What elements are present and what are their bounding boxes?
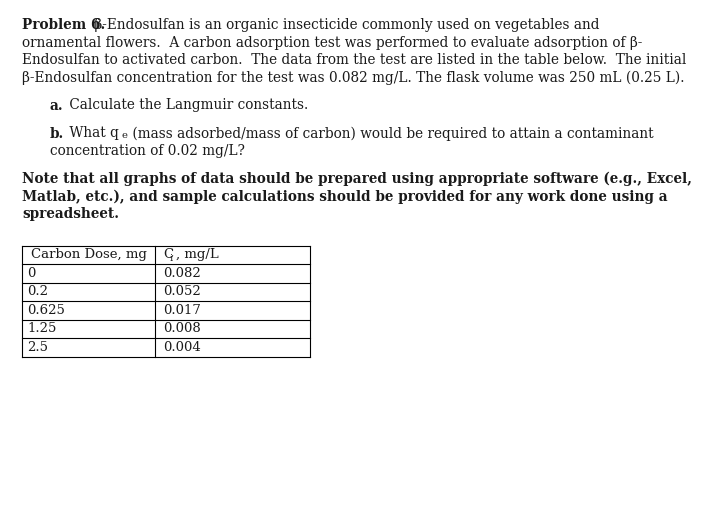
Text: b.: b. [50,126,64,140]
Text: ornamental flowers.  A carbon adsorption test was performed to evaluate adsorpti: ornamental flowers. A carbon adsorption … [22,35,642,49]
Text: 0.052: 0.052 [163,285,201,298]
Text: i: i [170,254,173,263]
Text: , mg/L: , mg/L [176,248,219,261]
Text: 2.5: 2.5 [27,341,48,354]
Text: spreadsheet.: spreadsheet. [22,207,119,221]
Text: Endosulfan to activated carbon.  The data from the test are listed in the table : Endosulfan to activated carbon. The data… [22,53,687,67]
Text: 1.25: 1.25 [27,322,56,335]
Text: concentration of 0.02 mg/L?: concentration of 0.02 mg/L? [50,144,245,158]
Text: (mass adsorbed/mass of carbon) would be required to attain a contaminant: (mass adsorbed/mass of carbon) would be … [128,126,654,141]
Text: 0.625: 0.625 [27,304,65,317]
Text: β-Endosulfan is an organic insecticide commonly used on vegetables and: β-Endosulfan is an organic insecticide c… [90,18,600,32]
Text: Note that all graphs of data should be prepared using appropriate software (e.g.: Note that all graphs of data should be p… [22,172,692,186]
Text: 0.008: 0.008 [163,322,201,335]
Text: Carbon Dose, mg: Carbon Dose, mg [31,248,147,261]
Text: Calculate the Langmuir constants.: Calculate the Langmuir constants. [65,98,308,113]
Text: Matlab, etc.), and sample calculations should be provided for any work done usin: Matlab, etc.), and sample calculations s… [22,189,668,204]
Text: 0.004: 0.004 [163,341,201,354]
Text: 0.082: 0.082 [163,267,201,280]
Text: a.: a. [50,98,63,113]
Text: e: e [121,132,127,140]
Text: 0.017: 0.017 [163,304,201,317]
Text: C: C [163,248,173,261]
Text: 0.2: 0.2 [27,285,48,298]
Text: Problem 6.: Problem 6. [22,18,105,32]
Text: β-Endosulfan concentration for the test was 0.082 mg/L. The flask volume was 250: β-Endosulfan concentration for the test … [22,70,684,85]
Text: 0: 0 [27,267,35,280]
Text: What q: What q [65,126,119,140]
